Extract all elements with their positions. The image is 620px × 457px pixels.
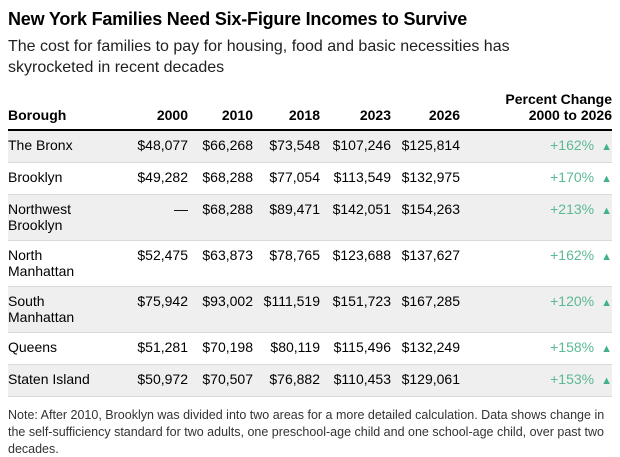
- table-row-south-manhattan: South Manhattan $75,942 $93,002 $111,519…: [8, 286, 612, 333]
- value-cell: $142,051: [320, 194, 391, 241]
- borough-cell: The Bronx: [8, 130, 126, 163]
- value-cell: $76,882: [253, 364, 320, 397]
- up-triangle-icon: ▲: [601, 343, 612, 355]
- table-header-row: Borough 2000 2010 2018 2023 2026 Percent…: [8, 91, 612, 131]
- borough-cell: North Manhattan: [8, 240, 126, 287]
- borough-cell: Brooklyn: [8, 162, 126, 195]
- value-cell: $167,285: [391, 286, 460, 333]
- value-cell: $151,723: [320, 286, 391, 333]
- up-triangle-icon: ▲: [601, 205, 612, 217]
- borough-cell: South Manhattan: [8, 286, 126, 333]
- table-row-queens: Queens $51,281 $70,198 $80,119 $115,496 …: [8, 332, 612, 365]
- value-cell: $107,246: [320, 130, 391, 163]
- column-header-2010: 2010: [188, 91, 253, 131]
- table-row-brooklyn: Brooklyn $49,282 $68,288 $77,054 $113,54…: [8, 162, 612, 195]
- value-cell: $48,077: [126, 130, 188, 163]
- value-cell: $68,288: [188, 162, 253, 195]
- value-cell: $75,942: [126, 286, 188, 333]
- value-cell: $113,549: [320, 162, 391, 195]
- column-header-2000: 2000: [126, 91, 188, 131]
- percent-change-cell: +213% ▲: [460, 194, 612, 241]
- percent-change-value: +170%: [550, 169, 595, 185]
- up-triangle-icon: ▲: [601, 297, 612, 309]
- percent-change-header-line2: 2000 to 2026: [528, 107, 612, 123]
- value-cell: $78,765: [253, 240, 320, 287]
- value-cell: $132,249: [391, 332, 460, 365]
- table-row-north-manhattan: North Manhattan $52,475 $63,873 $78,765 …: [8, 240, 612, 287]
- percent-change-cell: +158% ▲: [460, 332, 612, 365]
- value-cell: $110,453: [320, 364, 391, 397]
- value-cell: $70,507: [188, 364, 253, 397]
- value-cell: $115,496: [320, 332, 391, 365]
- cost-table: Borough 2000 2010 2018 2023 2026 Percent…: [8, 91, 612, 397]
- value-cell: $129,061: [391, 364, 460, 397]
- up-triangle-icon: ▲: [601, 375, 612, 387]
- value-cell: $77,054: [253, 162, 320, 195]
- value-cell: $123,688: [320, 240, 391, 287]
- value-cell: $111,519: [253, 286, 320, 333]
- value-cell: $132,975: [391, 162, 460, 195]
- page-title: New York Families Need Six-Figure Income…: [8, 9, 468, 29]
- percent-change-value: +120%: [550, 293, 595, 309]
- borough-cell: Northwest Brooklyn: [8, 194, 126, 241]
- value-cell: $63,873: [188, 240, 253, 287]
- value-cell: $154,263: [391, 194, 460, 241]
- table-row-northwest-brooklyn: Northwest Brooklyn — $68,288 $89,471 $14…: [8, 194, 612, 241]
- up-triangle-icon: ▲: [601, 173, 612, 185]
- value-cell: $50,972: [126, 364, 188, 397]
- up-triangle-icon: ▲: [601, 251, 612, 263]
- value-cell: $125,814: [391, 130, 460, 163]
- percent-change-value: +158%: [550, 339, 595, 355]
- percent-change-cell: +162% ▲: [460, 130, 612, 163]
- value-cell: $89,471: [253, 194, 320, 241]
- percent-change-cell: +162% ▲: [460, 240, 612, 287]
- value-cell: $49,282: [126, 162, 188, 195]
- value-cell: $51,281: [126, 332, 188, 365]
- footnote: Note: After 2010, Brooklyn was divided i…: [8, 408, 605, 456]
- percent-change-value: +162%: [550, 247, 595, 263]
- table-row-the-bronx: The Bronx $48,077 $66,268 $73,548 $107,2…: [8, 130, 612, 163]
- value-cell: $70,198: [188, 332, 253, 365]
- column-header-borough: Borough: [8, 91, 126, 131]
- value-cell: $66,268: [188, 130, 253, 163]
- percent-change-value: +162%: [550, 137, 595, 153]
- percent-change-cell: +120% ▲: [460, 286, 612, 333]
- value-cell: $93,002: [188, 286, 253, 333]
- column-header-2026: 2026: [391, 91, 460, 131]
- value-cell: $80,119: [253, 332, 320, 365]
- column-header-2018: 2018: [253, 91, 320, 131]
- borough-cell: Queens: [8, 332, 126, 365]
- table-row-staten-island: Staten Island $50,972 $70,507 $76,882 $1…: [8, 364, 612, 397]
- value-cell: $52,475: [126, 240, 188, 287]
- borough-cell: Staten Island: [8, 364, 126, 397]
- value-cell: —: [126, 194, 188, 241]
- percent-change-value: +153%: [550, 371, 595, 387]
- percent-change-value: +213%: [550, 201, 595, 217]
- column-header-2023: 2023: [320, 91, 391, 131]
- value-cell: $68,288: [188, 194, 253, 241]
- value-cell: $73,548: [253, 130, 320, 163]
- column-header-percent-change: Percent Change 2000 to 2026: [460, 91, 612, 131]
- percent-change-cell: +170% ▲: [460, 162, 612, 195]
- value-cell: $137,627: [391, 240, 460, 287]
- up-triangle-icon: ▲: [601, 141, 612, 153]
- percent-change-header-line1: Percent Change: [505, 91, 612, 107]
- subtitle: The cost for families to pay for housing…: [8, 38, 510, 76]
- percent-change-cell: +153% ▲: [460, 364, 612, 397]
